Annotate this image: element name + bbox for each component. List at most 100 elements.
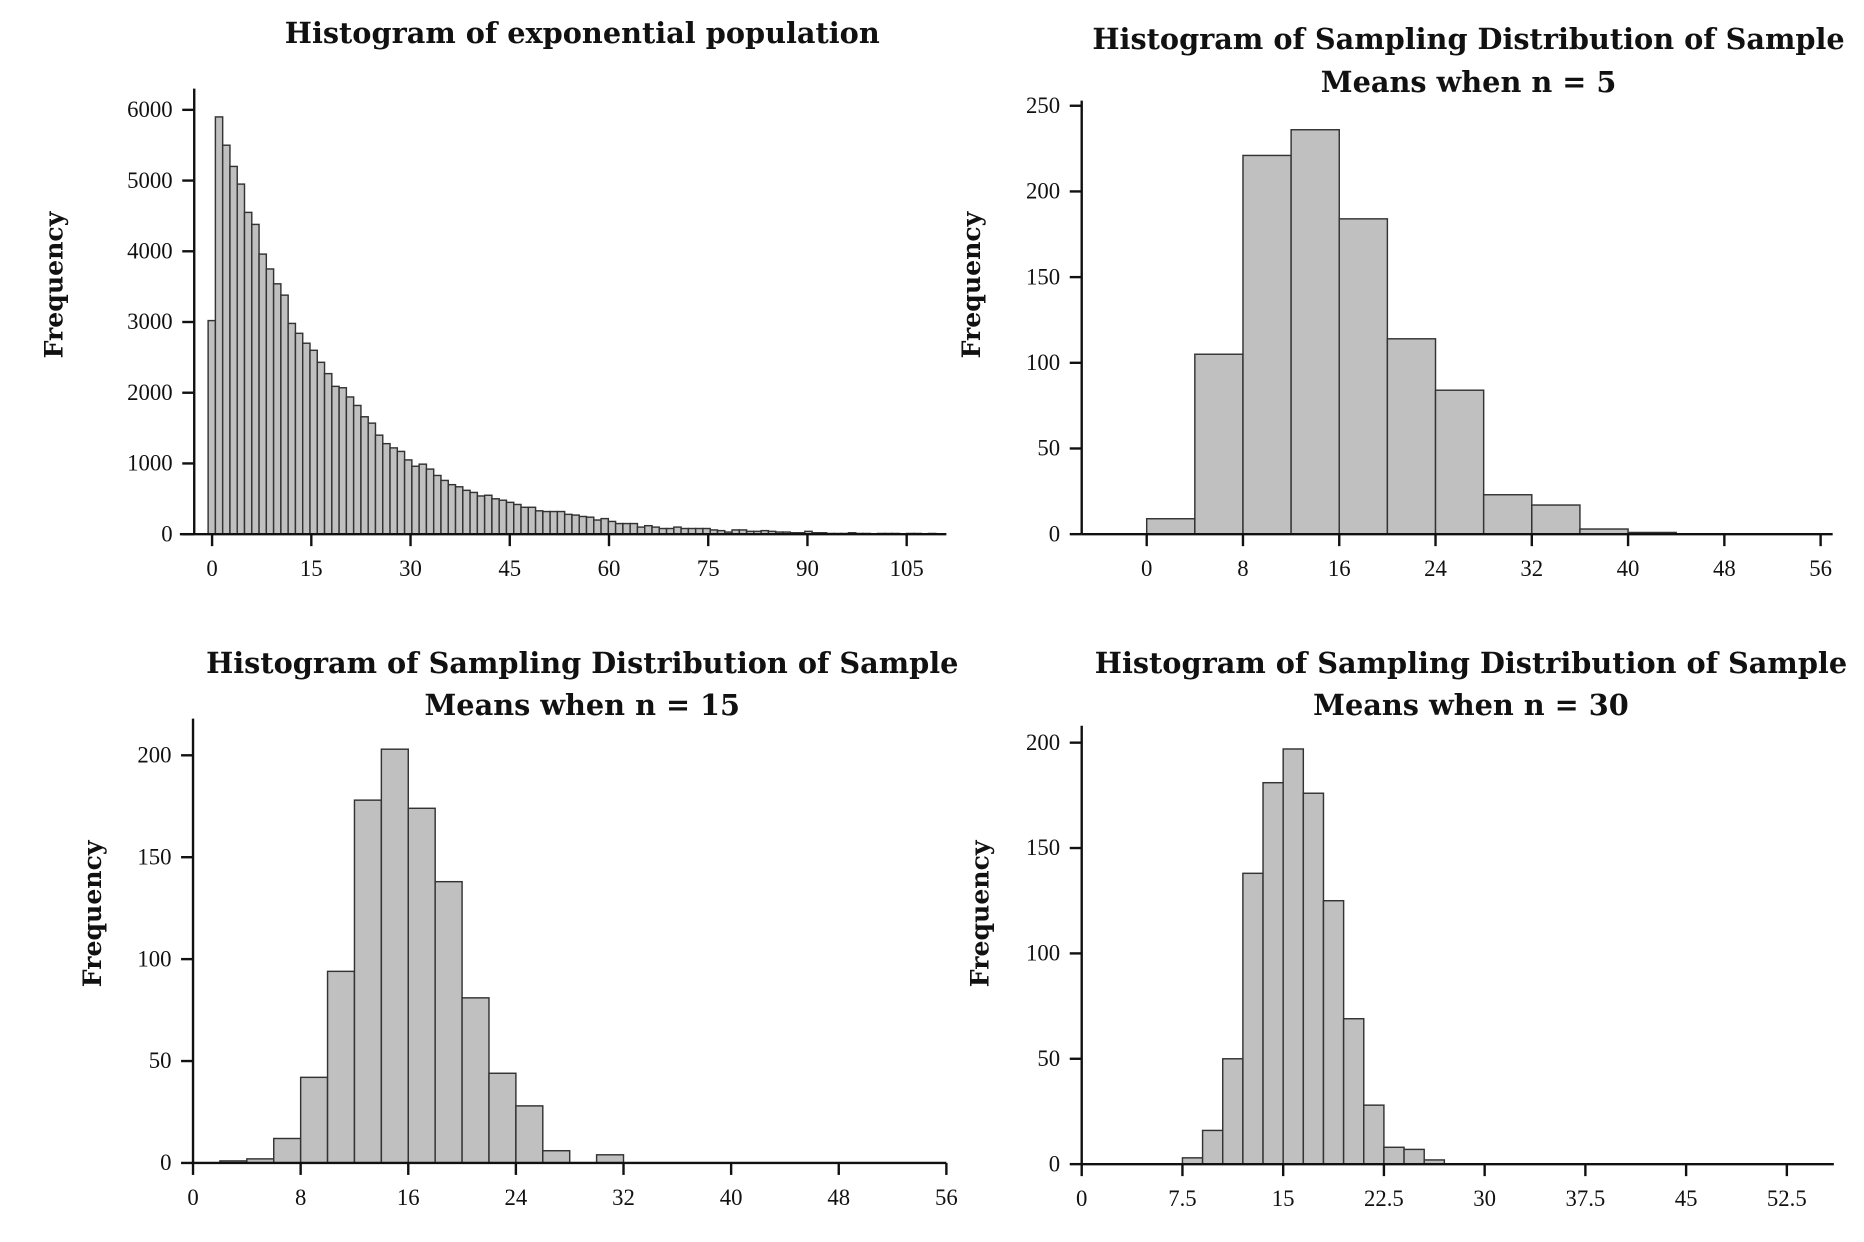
chart-title: Means when n = 5 xyxy=(1321,65,1617,99)
y-tick-label: 1000 xyxy=(127,451,173,476)
histogram-bar xyxy=(534,510,544,535)
histogram-bar xyxy=(1383,1146,1405,1165)
x-tick-label: 45 xyxy=(1675,1186,1698,1211)
histogram-panel-3: 0 8 16 24 32 40 48 56 0 50 100 150 200 Histogram of S… xyxy=(77,646,959,1210)
histogram-bar xyxy=(1322,899,1345,1165)
histogram-bar xyxy=(345,396,355,535)
histogram-bar xyxy=(1201,1129,1224,1165)
x-tick-label: 0 xyxy=(206,556,217,581)
histogram-bar xyxy=(353,799,383,1164)
y-tick-label: 0 xyxy=(160,1150,171,1175)
histogram-panel-4: 0 7.5 15 22.5 30 37.5 45 52.5 0 50 100 150 200 Histog… xyxy=(964,646,1847,1211)
histogram-bar xyxy=(236,183,246,535)
histogram-bar xyxy=(425,468,435,535)
histogram-bar xyxy=(563,513,573,535)
histogram-bar xyxy=(483,494,493,535)
histogram-bar xyxy=(380,748,409,1164)
x-tick-label: 37.5 xyxy=(1565,1186,1605,1211)
histogram-bar xyxy=(432,474,442,535)
histogram-bar xyxy=(549,510,559,535)
y-axis-label: Frequency xyxy=(964,839,994,987)
histogram-bar xyxy=(294,332,304,535)
x-tick-label: 0 xyxy=(187,1185,198,1210)
histogram-bar xyxy=(352,404,362,535)
y-tick-label: 100 xyxy=(1026,350,1060,375)
histogram-bar xyxy=(595,1154,625,1164)
histogram-bar xyxy=(513,503,522,535)
histogram-bar xyxy=(491,498,500,535)
histogram-bar xyxy=(407,807,436,1164)
x-tick-label: 0 xyxy=(1141,556,1152,581)
histogram-bar xyxy=(1282,748,1305,1165)
histogram-bar xyxy=(622,522,631,535)
x-tick-label: 30 xyxy=(1473,1186,1496,1211)
x-tick-label: 16 xyxy=(397,1185,420,1210)
y-tick-label: 2000 xyxy=(127,380,173,405)
histogram-bar xyxy=(556,510,566,535)
histogram-bar xyxy=(251,223,260,535)
histogram-bar xyxy=(461,997,490,1164)
histogram-bar xyxy=(207,319,217,535)
histogram-bar xyxy=(434,880,463,1164)
histogram-bar xyxy=(258,253,268,535)
y-axis-label: Frequency xyxy=(77,839,107,987)
histogram-bar xyxy=(1338,218,1389,535)
histogram-bar xyxy=(323,372,333,535)
histogram-bar xyxy=(299,1076,329,1164)
histogram-bar xyxy=(1242,154,1292,535)
histogram-bar xyxy=(280,294,289,535)
y-tick-label: 250 xyxy=(1026,93,1060,118)
histogram-bar xyxy=(542,1150,571,1164)
x-tick-label: 45 xyxy=(498,556,521,581)
y-tick-label: 200 xyxy=(1026,179,1060,204)
y-axis-label: Frequency xyxy=(956,210,986,358)
histogram-bar xyxy=(1363,1104,1385,1165)
histogram-bar xyxy=(585,516,595,535)
x-tick-label: 15 xyxy=(1272,1186,1295,1211)
y-tick-label: 4000 xyxy=(127,238,173,263)
histogram-bar xyxy=(214,116,224,535)
x-tick-label: 24 xyxy=(1424,556,1447,581)
x-tick-label: 32 xyxy=(612,1185,635,1210)
histogram-bar xyxy=(309,349,318,535)
histogram-bar xyxy=(1531,504,1581,535)
x-tick-label: 0 xyxy=(1076,1186,1087,1211)
x-tick-label: 40 xyxy=(720,1185,743,1210)
histogram-bar xyxy=(229,165,238,535)
histogram-bar xyxy=(374,434,384,535)
y-tick-label: 50 xyxy=(1037,1046,1060,1071)
histogram-bar xyxy=(527,506,537,535)
histogram-bar xyxy=(1290,129,1340,535)
x-tick-label: 48 xyxy=(1713,556,1736,581)
histogram-bar xyxy=(1145,518,1196,535)
histogram-bar xyxy=(272,283,282,535)
x-tick-label: 56 xyxy=(935,1185,958,1210)
histogram-panel-1: 0 15 30 45 60 75 90 105 0 1000 2000 3000 4000 5000 600… xyxy=(38,16,947,581)
x-tick-label: 48 xyxy=(827,1185,850,1210)
histogram-bar xyxy=(644,524,653,535)
histogram-panel-2: 0 8 16 24 32 40 48 56 0 50 100 150 200 250 Histogram o… xyxy=(956,22,1845,581)
histogram-bar xyxy=(316,361,326,535)
y-tick-label: 200 xyxy=(1026,730,1060,755)
x-tick-label: 60 xyxy=(598,556,621,581)
histogram-bar xyxy=(221,144,231,535)
histogram-bar xyxy=(505,501,515,535)
histogram-bar xyxy=(1434,389,1485,535)
x-tick-label: 32 xyxy=(1520,556,1543,581)
histogram-bar xyxy=(382,442,391,535)
histogram-bar xyxy=(462,489,471,535)
histogram-bar xyxy=(1262,781,1284,1165)
x-tick-label: 22.5 xyxy=(1364,1186,1404,1211)
x-tick-label: 105 xyxy=(890,556,924,581)
y-tick-label: 100 xyxy=(137,946,171,971)
histogram-bar xyxy=(1482,494,1533,535)
chart-title: Histogram of Sampling Distribution of Sa… xyxy=(1095,646,1847,680)
histogram-bar xyxy=(1342,1018,1365,1165)
histogram-bar xyxy=(1222,1058,1244,1165)
x-tick-label: 8 xyxy=(295,1185,306,1210)
y-tick-label: 0 xyxy=(1049,1151,1060,1176)
histogram-bar xyxy=(542,510,551,535)
histogram-bar xyxy=(389,447,399,535)
histogram-bar xyxy=(498,499,508,535)
histogram-bar xyxy=(331,385,340,535)
